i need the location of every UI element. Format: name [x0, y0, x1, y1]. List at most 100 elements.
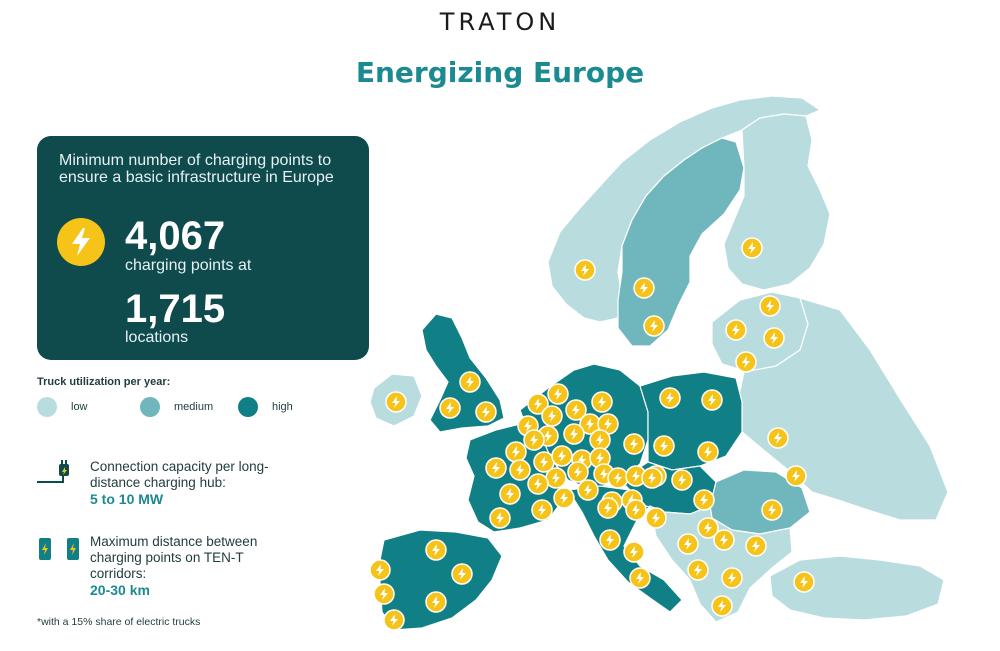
lightning-bolt-icon	[581, 264, 589, 276]
charging-location-marker	[475, 401, 497, 423]
lightning-bolt-icon	[652, 512, 660, 524]
lightning-bolt-icon	[614, 472, 622, 484]
charging-location-marker	[369, 559, 391, 581]
lightning-bolt-icon	[540, 456, 548, 468]
charging-points-label: charging points at	[125, 257, 252, 274]
charging-location-marker	[425, 539, 447, 561]
lightning-bolt-icon	[700, 494, 708, 506]
charging-points-value: 4,067	[125, 214, 226, 258]
charging-location-marker	[693, 489, 715, 511]
distance-value: 20-30 km	[90, 582, 150, 598]
lightning-bolt-icon	[630, 546, 638, 558]
lightning-bolt-icon	[574, 466, 582, 478]
charging-location-marker	[597, 497, 619, 519]
charging-location-marker	[623, 541, 645, 563]
lightning-bolt-icon	[538, 504, 546, 516]
lightning-bolt-icon	[432, 596, 440, 608]
charging-location-marker	[793, 571, 815, 593]
lightning-bolt-icon	[596, 452, 604, 464]
charging-location-marker	[759, 295, 781, 317]
lightning-bolt-icon	[572, 404, 580, 416]
traton-logo: TRATON	[439, 8, 561, 36]
charging-location-marker	[629, 567, 651, 589]
lightning-bolt-icon	[432, 544, 440, 556]
charging-location-marker	[451, 563, 473, 585]
charging-location-marker	[551, 445, 573, 467]
lightning-bolt-icon	[578, 454, 586, 466]
lightning-bolt-icon	[604, 418, 612, 430]
lightning-bolt-icon	[552, 472, 560, 484]
charging-location-marker	[625, 499, 647, 521]
charging-location-marker	[701, 389, 723, 411]
lightning-bolt-icon	[496, 512, 504, 524]
lightning-bolt-icon	[678, 474, 686, 486]
charging-location-marker	[523, 429, 545, 451]
lightning-bolt-icon	[648, 472, 656, 484]
lightning-bolt-icon	[732, 324, 740, 336]
charging-location-marker	[545, 467, 567, 489]
charging-location-marker	[735, 351, 757, 373]
charging-location-marker	[553, 487, 575, 509]
charging-location-marker	[633, 277, 655, 299]
lightning-bolt-icon	[458, 568, 466, 580]
charging-location-marker	[721, 567, 743, 589]
lightning-bolt-icon	[694, 564, 702, 576]
capacity-value: 5 to 10 MW	[90, 491, 164, 507]
lightning-bolt-icon	[604, 502, 612, 514]
charging-location-marker	[509, 459, 531, 481]
lightning-bolt-icon	[630, 438, 638, 450]
region-eastern-europe	[737, 297, 949, 521]
charging-location-marker	[527, 393, 549, 415]
charging-location-marker	[505, 441, 527, 463]
lightning-bolt-icon	[770, 332, 778, 344]
charging-location-marker	[459, 371, 481, 393]
lightning-bolt-icon	[57, 218, 105, 266]
legend-swatch-low	[37, 397, 57, 417]
lightning-bolt-icon	[718, 600, 726, 612]
lightning-bolt-icon	[466, 376, 474, 388]
lightning-bolt-icon	[512, 446, 520, 458]
lightning-bolt-icon	[742, 356, 750, 368]
charging-location-marker	[653, 435, 675, 457]
lightning-bolt-icon	[380, 588, 388, 600]
legend-swatch-medium	[140, 397, 160, 417]
lightning-bolt-icon	[554, 388, 562, 400]
lightning-bolt-icon	[704, 522, 712, 534]
charging-location-marker	[563, 423, 585, 445]
footnote: *with a 15% share of electric trucks	[37, 616, 201, 628]
lightning-bolt-icon	[392, 396, 400, 408]
charging-location-marker	[785, 465, 807, 487]
charging-location-marker	[425, 591, 447, 613]
lightning-bolt-icon	[640, 282, 648, 294]
lightning-bolt-icon	[596, 434, 604, 446]
lightning-bolt-icon	[506, 488, 514, 500]
lightning-bolt-icon	[768, 504, 776, 516]
charging-location-marker	[641, 467, 663, 489]
lightning-bolt-icon	[570, 428, 578, 440]
lightning-bolt-icon	[586, 418, 594, 430]
charging-location-marker	[541, 405, 563, 427]
lightning-bolt-icon	[534, 478, 542, 490]
lightning-bolt-icon	[792, 470, 800, 482]
legend-item-low: low	[37, 397, 88, 417]
lightning-bolt-icon	[650, 320, 658, 332]
charging-location-marker	[499, 483, 521, 505]
charging-location-marker	[373, 583, 395, 605]
distance-stat: Maximum distance between charging points…	[90, 534, 280, 598]
charging-location-marker	[643, 315, 665, 337]
charging-location-marker	[687, 559, 709, 581]
charging-location-marker	[671, 469, 693, 491]
lightning-bolt-icon	[752, 540, 760, 552]
charging-location-marker	[711, 595, 733, 617]
locations-value: 1,715	[125, 287, 226, 331]
lightning-bolt-icon	[720, 534, 728, 546]
legend-label-high: high	[272, 401, 293, 413]
lightning-bolt-icon	[598, 396, 606, 408]
region-turkey	[769, 555, 945, 621]
charging-location-marker	[767, 427, 789, 449]
lightning-bolt-icon	[492, 462, 500, 474]
capacity-stat: Connection capacity per long-distance ch…	[90, 459, 300, 507]
legend-item-medium: medium	[140, 397, 213, 417]
lightning-bolt-icon	[446, 402, 454, 414]
